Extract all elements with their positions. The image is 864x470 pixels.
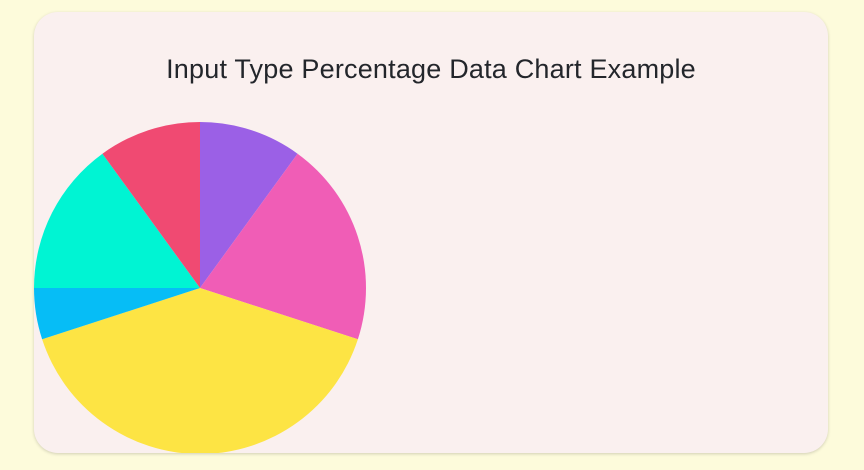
pie-chart (34, 122, 366, 453)
chart-card: Input Type Percentage Data Chart Example (34, 12, 828, 453)
pie-slice-5 (34, 153, 200, 288)
pie-slice-6 (102, 122, 200, 288)
pie-slice-2 (200, 153, 366, 340)
pie-slice-4 (34, 288, 200, 340)
pie-slice-3 (42, 288, 358, 453)
chart-title: Input Type Percentage Data Chart Example (166, 54, 696, 84)
pie-slice-1 (200, 122, 298, 288)
pie-slices (34, 122, 366, 453)
